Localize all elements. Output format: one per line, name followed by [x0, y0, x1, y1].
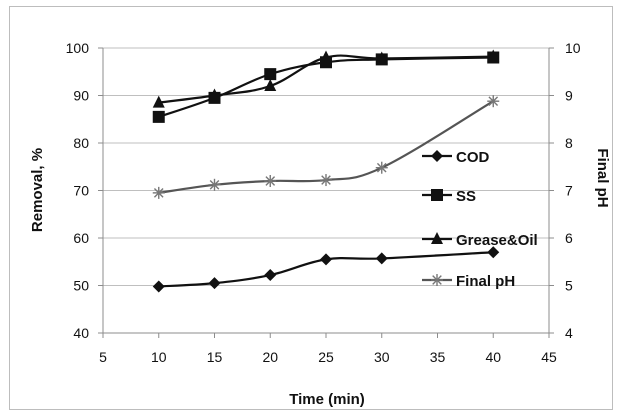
star-stroke	[376, 162, 387, 173]
triangle-marker	[375, 51, 388, 64]
x-tick-labels: 5 10 15 20 25 30 35 40 45	[99, 349, 557, 365]
legend-item: SS	[422, 188, 476, 205]
x-tick-label: 30	[374, 349, 390, 365]
y-tick-label: 90	[73, 88, 89, 104]
diamond-marker	[431, 150, 443, 162]
y2-tick-label: 10	[565, 40, 581, 56]
y-tick-labels: 40 50 60 70 80 90 100	[66, 40, 90, 341]
series-cod	[152, 246, 500, 293]
y2-axis-title: Final pH	[594, 148, 611, 207]
y-tick-label: 50	[73, 278, 89, 294]
legend-label: Grease&Oil	[456, 232, 538, 249]
y2-tick-label: 5	[565, 278, 573, 294]
x-tick-label: 5	[99, 349, 107, 365]
x-tick-label: 10	[151, 349, 167, 365]
axes	[98, 47, 554, 338]
star-stroke	[432, 275, 442, 285]
y-axis-title: Removal, %	[29, 148, 46, 232]
star-marker	[208, 178, 221, 191]
x-tick-label: 25	[318, 349, 334, 365]
y2-tick-label: 8	[565, 135, 573, 151]
x-tick-label: 20	[262, 349, 278, 365]
triangle-marker	[264, 79, 277, 91]
y2-tick-labels: 4 5 6 7 8 9 10	[565, 40, 581, 341]
y-tick-label: 60	[73, 230, 89, 246]
triangle-marker	[487, 49, 500, 62]
star-stroke	[488, 96, 499, 107]
star-stroke	[265, 176, 276, 186]
x-tick-label: 40	[485, 349, 501, 365]
legend-item: Grease&Oil	[422, 232, 538, 249]
legend-label: Final pH	[456, 273, 515, 290]
x-axis-title: Time (min)	[289, 391, 365, 408]
star-marker	[152, 186, 165, 199]
series-grease-oil	[152, 49, 500, 108]
x-tick-label: 15	[207, 349, 223, 365]
chart-frame	[9, 6, 613, 410]
square-marker	[431, 189, 443, 201]
legend-item: COD	[422, 149, 490, 166]
triangle-marker	[208, 88, 221, 101]
diamond-marker	[264, 269, 277, 282]
star-marker	[320, 174, 332, 187]
x-tick-label: 35	[430, 349, 446, 365]
y-tick-label: 70	[73, 183, 89, 199]
star-marker	[431, 274, 443, 286]
y-tick-label: 40	[73, 325, 89, 341]
diamond-marker	[320, 253, 332, 266]
triangle-marker	[431, 232, 443, 244]
star-marker	[264, 175, 277, 187]
star-marker	[487, 95, 500, 108]
y-tick-label: 80	[73, 135, 89, 151]
legend: COD SS Grease&Oil Final pH	[422, 149, 538, 290]
diamond-marker	[375, 252, 388, 265]
diamond-marker	[487, 246, 500, 259]
y2-tick-label: 6	[565, 230, 573, 246]
star-stroke	[321, 175, 331, 185]
legend-label: SS	[456, 188, 476, 205]
series-final-ph	[152, 95, 500, 199]
square-marker	[152, 110, 165, 123]
legend-label: COD	[456, 149, 490, 166]
triangle-marker	[320, 50, 332, 63]
y2-tick-label: 7	[565, 183, 573, 199]
y-tick-label: 100	[66, 40, 90, 56]
square-marker	[264, 68, 277, 81]
diamond-marker	[152, 280, 165, 293]
x-tick-label: 45	[541, 349, 557, 365]
star-stroke	[209, 179, 220, 190]
diamond-marker	[208, 277, 221, 290]
y2-tick-label: 4	[565, 325, 573, 341]
legend-item: Final pH	[422, 273, 515, 290]
triangle-marker	[152, 95, 165, 108]
y2-tick-label: 9	[565, 88, 573, 104]
series-lines	[152, 49, 500, 293]
star-marker	[375, 161, 388, 174]
star-stroke	[153, 188, 164, 198]
